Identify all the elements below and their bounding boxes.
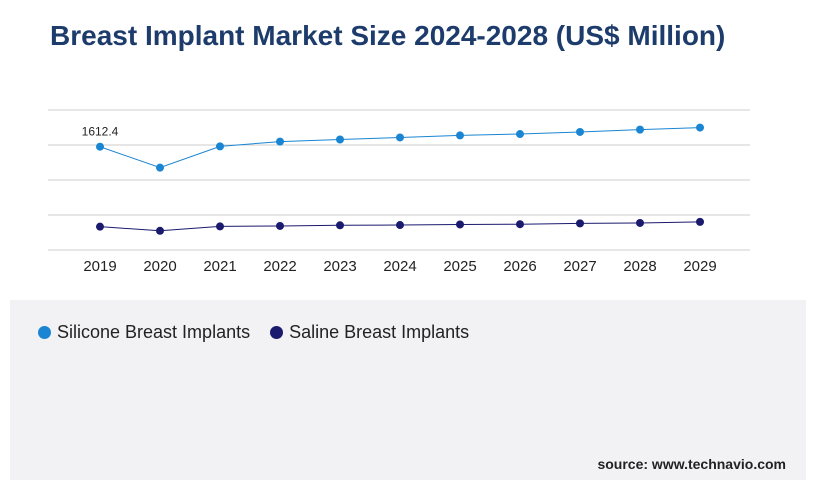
legend-label-saline: Saline Breast Implants xyxy=(289,322,470,342)
x-tick-label: 2022 xyxy=(263,258,296,275)
data-point xyxy=(516,130,524,139)
x-tick-label: 2023 xyxy=(323,258,356,275)
data-point xyxy=(216,142,224,151)
data-point xyxy=(396,133,404,142)
legend-marker-silicone xyxy=(38,326,51,339)
data-point xyxy=(216,222,224,231)
data-point xyxy=(636,125,644,134)
line-chart: 2019 2020 2021 2022 2023 2024 2025 2026 2027 2028… xyxy=(48,109,750,275)
data-point xyxy=(96,142,104,151)
chart-title: Breast Implant Market Size 2024-2028 (US… xyxy=(50,20,726,51)
data-point xyxy=(636,218,644,227)
data-point xyxy=(156,226,164,235)
data-label: 1612.4 xyxy=(82,125,119,139)
x-tick-label: 2028 xyxy=(623,258,656,275)
x-tick-label: 2025 xyxy=(443,258,476,275)
data-point xyxy=(456,131,464,140)
x-tick-label: 2021 xyxy=(203,258,236,275)
legend-label-silicone: Silicone Breast Implants xyxy=(57,322,251,342)
data-point xyxy=(276,137,284,146)
source-note: source: www.technavio.com xyxy=(597,456,786,472)
data-point xyxy=(696,217,704,226)
data-point xyxy=(336,221,344,230)
data-point xyxy=(576,127,584,136)
data-point xyxy=(276,221,284,230)
legend-item-saline: Saline Breast Implants xyxy=(270,322,469,343)
data-point xyxy=(456,220,464,229)
x-tick-label: 2026 xyxy=(503,258,536,275)
x-tick-label: 2029 xyxy=(683,258,716,275)
data-point xyxy=(576,219,584,228)
data-point xyxy=(156,163,164,172)
data-point xyxy=(696,123,704,132)
x-tick-label: 2020 xyxy=(143,258,176,275)
legend: Silicone Breast Implants Saline Breast I… xyxy=(38,322,489,343)
x-tick-label: 2027 xyxy=(563,258,596,275)
data-point xyxy=(336,135,344,144)
legend-item-silicone: Silicone Breast Implants xyxy=(38,322,250,343)
x-tick-label: 2024 xyxy=(383,258,416,275)
data-point xyxy=(396,221,404,230)
legend-marker-saline xyxy=(270,326,284,339)
x-tick-label: 2019 xyxy=(83,258,116,275)
data-point xyxy=(96,222,104,231)
data-point xyxy=(516,220,524,229)
